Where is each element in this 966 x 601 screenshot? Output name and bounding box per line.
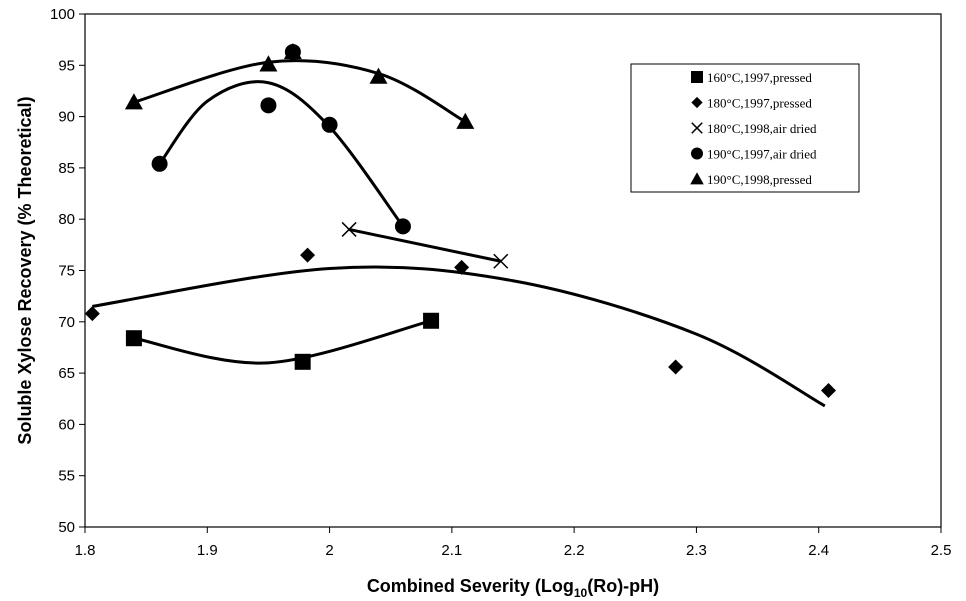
axes <box>79 13 942 533</box>
y-axis-title: Soluble Xylose Recovery (% Theoretical) <box>15 96 35 444</box>
data-point-series-4 <box>260 97 277 114</box>
y-tick-label: 100 <box>50 6 75 23</box>
x-axis-title-tail: (Ro)-pH) <box>587 576 659 596</box>
legend-marker <box>691 147 703 160</box>
x-marker-stroke <box>493 253 509 269</box>
data-point-series-1 <box>125 330 142 347</box>
x-marker-stroke <box>341 221 357 237</box>
data-point-series-4 <box>394 218 411 235</box>
data-point-series-4 <box>321 116 338 133</box>
x-tick-label: 2.2 <box>564 542 585 559</box>
y-tick-label: 85 <box>58 160 75 177</box>
legend-label: 160°C,1997,pressed <box>707 70 812 85</box>
y-tick-label: 95 <box>58 57 75 74</box>
trend-line-series-5 <box>133 59 467 124</box>
legend: 160°C,1997,pressed 180°C,1997,pressed 180°… <box>630 63 860 193</box>
legend-marker <box>691 71 703 83</box>
trend-lines <box>92 59 826 408</box>
x-tick-label: 2.3 <box>686 542 707 559</box>
data-point-series-3 <box>341 221 357 237</box>
y-tick-label: 55 <box>58 468 75 485</box>
data-point-series-2 <box>668 359 684 375</box>
x-axis-title-main: Combined Severity (Log <box>367 576 574 596</box>
data-point-series-2 <box>300 247 316 263</box>
data-point-series-2 <box>84 306 100 322</box>
data-point-series-2 <box>820 383 836 399</box>
y-tick-label: 75 <box>58 263 75 280</box>
legend-box <box>630 63 860 193</box>
legend-marker <box>691 122 703 134</box>
data-point-series-5 <box>124 93 143 110</box>
x-axis-title-subscript: 10 <box>574 586 588 600</box>
data-point-series-5 <box>456 112 475 129</box>
data-point-series-5 <box>283 42 302 60</box>
x-axis-title: Combined Severity (Log10(Ro)-pH) <box>367 576 659 600</box>
data-point-series-4 <box>151 155 168 172</box>
trend-line-series-4 <box>158 80 405 228</box>
data-point-series-5 <box>369 67 388 84</box>
trend-line-series-1 <box>133 319 432 365</box>
legend-marker <box>691 96 703 109</box>
y-tick-label: 70 <box>58 314 75 331</box>
legend-label: 180°C,1997,pressed <box>707 96 812 111</box>
trend-line-series-2 <box>92 265 826 408</box>
data-point-series-1 <box>294 353 311 370</box>
y-tick-label: 65 <box>58 365 75 382</box>
data-point-series-3 <box>493 253 509 269</box>
legend-marker <box>690 172 704 185</box>
tick-labels: 50 55 60 65 70 75 80 85 90 95 100 1.8 1.9 2 2.1 2.2 2.3 2… <box>50 6 951 559</box>
y-tick-label: 60 <box>58 416 75 433</box>
data-point-series-5 <box>259 55 278 72</box>
x-tick-label: 1.9 <box>197 542 218 559</box>
x-tick-label: 2.4 <box>808 542 829 559</box>
x-marker-stroke <box>691 122 703 134</box>
trend-line-series-3 <box>348 227 502 263</box>
x-tick-label: 1.8 <box>75 542 96 559</box>
legend-label: 190°C,1997,air dried <box>707 147 817 162</box>
legend-label: 180°C,1998,air dried <box>707 121 817 136</box>
legend-label: 190°C,1998,pressed <box>707 172 812 187</box>
y-tick-label: 80 <box>58 211 75 228</box>
x-tick-label: 2.5 <box>931 542 952 559</box>
x-tick-label: 2 <box>325 542 333 559</box>
data-point-series-1 <box>423 312 440 329</box>
y-tick-label: 90 <box>58 109 75 126</box>
data-markers <box>84 42 836 399</box>
x-tick-label: 2.1 <box>441 542 462 559</box>
data-point-series-2 <box>454 259 470 275</box>
y-tick-label: 50 <box>58 519 75 536</box>
